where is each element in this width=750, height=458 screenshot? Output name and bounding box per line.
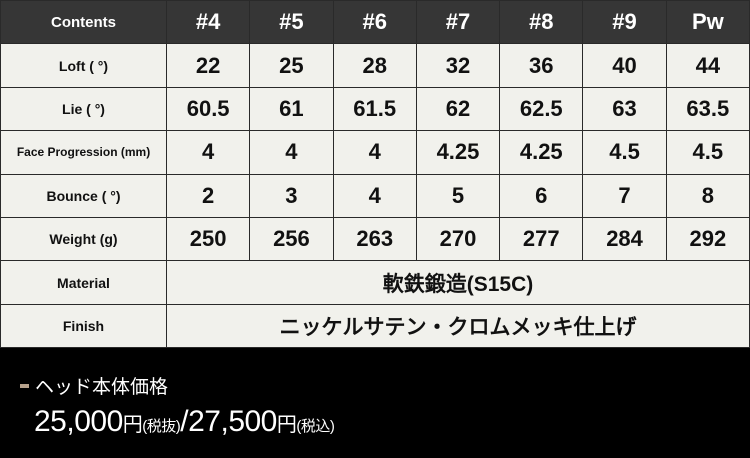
cell-value: 277 [499, 216, 584, 262]
spec-table: Contents #4 #5 #6 #7 #8 #9 Pw Loft ( °) 22 25 28 32… [0, 0, 750, 349]
yen-unit: 円 [276, 414, 297, 437]
price-values: 25,000円(税抜)/27,500円(税込) [20, 405, 750, 439]
row-label: Finish [0, 303, 167, 349]
finish-value: ニッケルサテン・クロムメッキ仕上げ [166, 303, 750, 349]
column-header: #5 [249, 0, 334, 45]
header-row: Contents #4 #5 #6 #7 #8 #9 Pw [0, 0, 750, 45]
price-ex-amount: 25,000 [34, 405, 123, 439]
cell-value: 62.5 [499, 86, 584, 132]
cell-value: 2 [165, 173, 251, 218]
row-label: Loft ( °) [0, 43, 167, 88]
cell-value: 4 [249, 130, 334, 175]
cell-value: 263 [332, 216, 417, 262]
material-row: Material 軟鉄鍛造(S15C) [0, 260, 750, 305]
price-title: ヘッド本体価格 [35, 377, 169, 399]
cell-value: 61.5 [332, 86, 417, 132]
cell-value: 4.5 [582, 130, 667, 175]
row-label: Face Progression (mm) [0, 130, 167, 175]
cell-value: 8 [665, 173, 750, 218]
cell-value: 61 [249, 86, 334, 132]
cell-value: 32 [415, 43, 501, 88]
separator: / [180, 405, 189, 439]
cell-value: 7 [582, 173, 667, 218]
cell-value: 250 [165, 216, 251, 262]
cell-value: 60.5 [165, 86, 251, 132]
cell-value: 4.25 [499, 130, 584, 175]
cell-value: 4 [332, 130, 417, 175]
tax-in-label: (税込) [296, 418, 335, 436]
tax-ex-label: (税抜) [142, 418, 181, 436]
cell-value: 4 [165, 130, 251, 175]
cell-value: 36 [499, 43, 584, 88]
finish-row: Finish ニッケルサテン・クロムメッキ仕上げ [0, 303, 750, 349]
table-row: Bounce ( °) 2 3 4 5 6 7 8 [0, 173, 750, 218]
column-header: #4 [165, 0, 251, 45]
column-header: Pw [665, 0, 750, 45]
cell-value: 44 [665, 43, 750, 88]
cell-value: 292 [665, 216, 750, 262]
contents-header: Contents [0, 0, 167, 45]
yen-unit: 円 [122, 414, 143, 437]
row-label: Bounce ( °) [0, 173, 167, 218]
column-header: #8 [499, 0, 584, 45]
column-header: #7 [415, 0, 501, 45]
cell-value: 4 [332, 173, 417, 218]
table-row: Loft ( °) 22 25 28 32 36 40 44 [0, 43, 750, 88]
cell-value: 40 [582, 43, 667, 88]
cell-value: 63.5 [665, 86, 750, 132]
price-section: ヘッド本体価格 25,000円(税抜)/27,500円(税込) [0, 348, 750, 439]
price-in-amount: 27,500 [188, 405, 277, 439]
cell-value: 284 [582, 216, 667, 262]
cell-value: 4.5 [665, 130, 750, 175]
dash-icon [20, 383, 29, 388]
cell-value: 4.25 [415, 130, 501, 175]
column-header: #6 [332, 0, 417, 45]
cell-value: 270 [415, 216, 501, 262]
row-label: Weight (g) [0, 216, 167, 262]
cell-value: 28 [332, 43, 417, 88]
cell-value: 3 [249, 173, 334, 218]
table-row: Face Progression (mm) 4 4 4 4.25 4.25 4.5 4.5 [0, 130, 750, 175]
cell-value: 22 [165, 43, 251, 88]
row-label: Material [0, 260, 167, 305]
column-header: #9 [582, 0, 667, 45]
material-value: 軟鉄鍛造(S15C) [166, 260, 750, 305]
cell-value: 63 [582, 86, 667, 132]
table-row: Weight (g) 250 256 263 270 277 284 292 [0, 216, 750, 262]
row-label: Lie ( °) [0, 86, 167, 132]
cell-value: 256 [249, 216, 334, 262]
cell-value: 5 [415, 173, 501, 218]
cell-value: 25 [249, 43, 334, 88]
cell-value: 62 [415, 86, 501, 132]
cell-value: 6 [499, 173, 584, 218]
table-row: Lie ( °) 60.5 61 61.5 62 62.5 63 63.5 [0, 86, 750, 132]
